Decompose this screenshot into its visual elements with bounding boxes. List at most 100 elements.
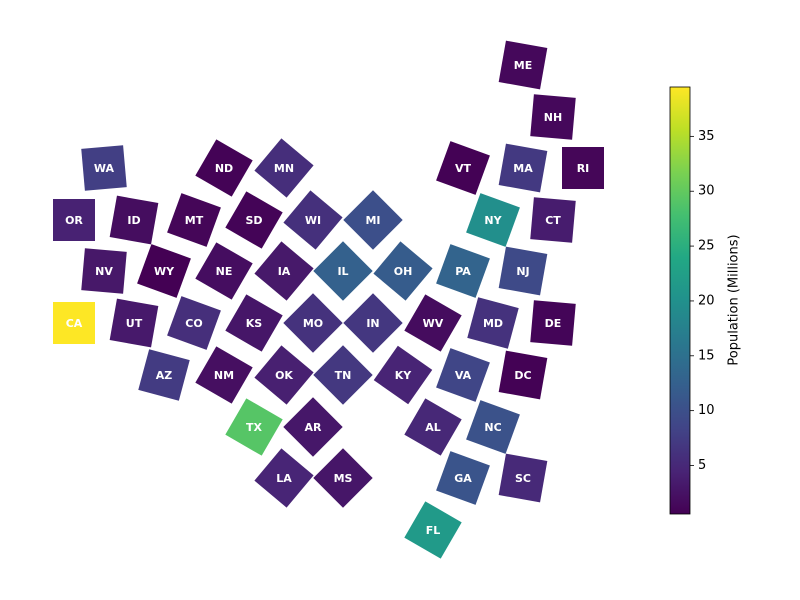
state-tile bbox=[530, 300, 576, 346]
state-label: WI bbox=[305, 214, 321, 227]
state-label: CT bbox=[545, 214, 561, 227]
state-tile bbox=[254, 138, 314, 198]
state-tile bbox=[167, 296, 221, 350]
state-label: WA bbox=[94, 162, 115, 175]
state-label: SD bbox=[245, 214, 262, 227]
state-tile bbox=[530, 197, 576, 243]
state-tile bbox=[436, 141, 490, 195]
colorbar-tick-label: 35 bbox=[698, 129, 715, 144]
state-tile bbox=[225, 398, 283, 456]
colorbar-label: Population (Millions) bbox=[727, 234, 742, 365]
state-tile bbox=[283, 397, 343, 457]
state-tile bbox=[254, 345, 314, 405]
state-label: AL bbox=[425, 421, 441, 434]
state-tile bbox=[404, 501, 462, 559]
state-label: AZ bbox=[156, 369, 173, 382]
state-tile bbox=[373, 345, 433, 405]
state-tile bbox=[167, 193, 221, 247]
state-tile bbox=[498, 143, 548, 193]
state-tile bbox=[254, 241, 314, 301]
state-label: ND bbox=[215, 162, 233, 175]
state-label: NM bbox=[214, 369, 234, 382]
state-label: CA bbox=[66, 317, 83, 330]
colorbar-tick-label: 20 bbox=[698, 293, 715, 308]
state-tile bbox=[530, 94, 576, 140]
state-label: IA bbox=[278, 265, 291, 278]
state-label: NH bbox=[544, 111, 562, 124]
state-tile bbox=[53, 302, 95, 344]
state-label: KS bbox=[246, 317, 263, 330]
state-tile bbox=[436, 348, 490, 402]
colorbar-tick-label: 5 bbox=[698, 458, 706, 473]
state-label: MO bbox=[303, 317, 323, 330]
state-label: NC bbox=[484, 421, 501, 434]
state-tile bbox=[283, 293, 343, 353]
state-tile bbox=[81, 248, 127, 294]
state-label: GA bbox=[454, 472, 472, 485]
state-tile bbox=[404, 398, 462, 456]
state-label: PA bbox=[455, 265, 471, 278]
state-tile bbox=[466, 193, 520, 247]
colorbar-tick-label: 30 bbox=[698, 184, 715, 199]
state-label: TN bbox=[335, 369, 352, 382]
colorbar-tick-label: 15 bbox=[698, 348, 715, 363]
state-label: OK bbox=[275, 369, 293, 382]
state-tile bbox=[225, 191, 283, 249]
colorbar-tick-label: 10 bbox=[698, 403, 715, 418]
tile-layer: ME NH WA ND MN VT MA RI OR ID MT SD WI MI NY CT NV WY NE IA… bbox=[53, 40, 604, 559]
state-tile bbox=[254, 448, 314, 508]
state-label: ME bbox=[514, 59, 532, 72]
state-label: FL bbox=[426, 524, 441, 537]
state-label: IN bbox=[366, 317, 379, 330]
state-tile bbox=[109, 195, 159, 245]
state-label: MA bbox=[513, 162, 533, 175]
state-tile bbox=[313, 448, 373, 508]
state-label: WV bbox=[423, 317, 444, 330]
state-tile bbox=[373, 241, 433, 301]
state-label: RI bbox=[577, 162, 590, 175]
state-label: NY bbox=[484, 214, 502, 227]
state-label: CO bbox=[185, 317, 202, 330]
state-tile bbox=[466, 400, 520, 454]
state-tile bbox=[343, 293, 403, 353]
state-tile bbox=[498, 40, 548, 90]
colorbar bbox=[669, 86, 691, 515]
state-tile bbox=[195, 139, 253, 197]
state-label: LA bbox=[276, 472, 292, 485]
state-tile bbox=[109, 298, 159, 348]
state-label: IL bbox=[337, 265, 348, 278]
state-label: MI bbox=[365, 214, 380, 227]
state-tile bbox=[436, 451, 490, 505]
colorbar-tick-label: 25 bbox=[698, 239, 715, 254]
state-label: MS bbox=[334, 472, 353, 485]
state-label: NE bbox=[216, 265, 233, 278]
state-tile bbox=[498, 246, 548, 296]
state-label: VA bbox=[455, 369, 472, 382]
state-tile bbox=[53, 199, 95, 241]
state-tile bbox=[313, 241, 373, 301]
state-tile bbox=[343, 190, 403, 250]
state-tile bbox=[195, 346, 253, 404]
state-label: TX bbox=[246, 421, 263, 434]
state-label: MN bbox=[274, 162, 294, 175]
state-label: MD bbox=[483, 317, 503, 330]
state-tile bbox=[283, 190, 343, 250]
state-tile bbox=[81, 145, 127, 191]
state-tile bbox=[137, 244, 191, 298]
state-tile bbox=[195, 242, 253, 300]
state-tile bbox=[225, 294, 283, 352]
state-label: SC bbox=[515, 472, 531, 485]
state-label: OR bbox=[65, 214, 83, 227]
state-tile bbox=[498, 350, 548, 400]
state-label: DE bbox=[545, 317, 562, 330]
state-tile bbox=[313, 345, 373, 405]
state-label: AR bbox=[305, 421, 323, 434]
state-label: UT bbox=[126, 317, 143, 330]
state-label: MT bbox=[185, 214, 204, 227]
state-tile bbox=[404, 294, 462, 352]
state-label: NV bbox=[95, 265, 113, 278]
state-tile bbox=[498, 453, 548, 503]
state-tile bbox=[436, 244, 490, 298]
state-label: WY bbox=[154, 265, 175, 278]
